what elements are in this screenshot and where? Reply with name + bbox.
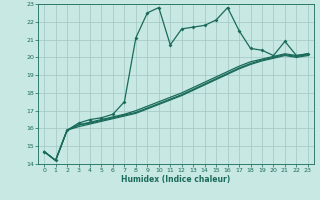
X-axis label: Humidex (Indice chaleur): Humidex (Indice chaleur) (121, 175, 231, 184)
